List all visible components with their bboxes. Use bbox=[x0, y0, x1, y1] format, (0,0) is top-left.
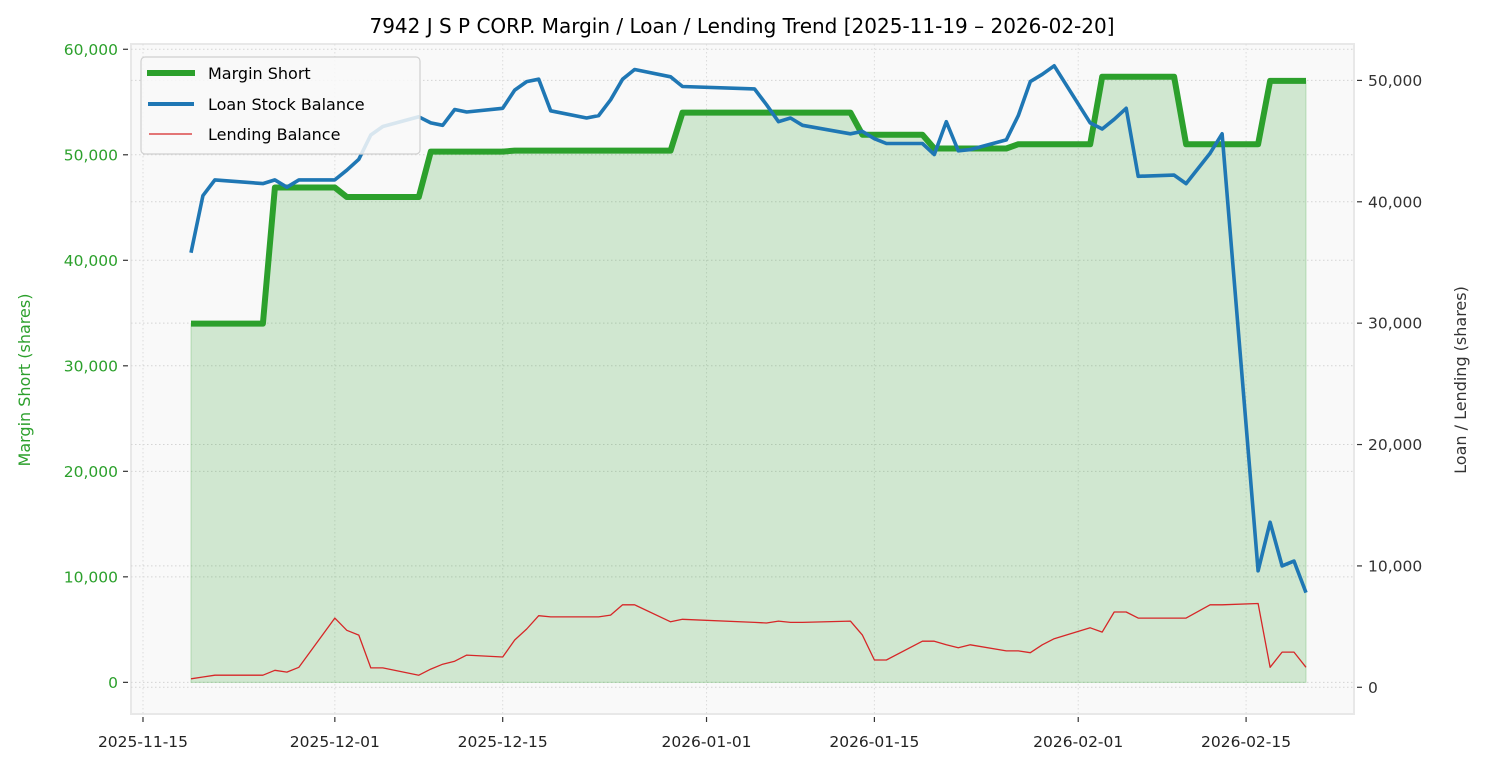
legend: Margin Short Loan Stock Balance Lending … bbox=[140, 56, 421, 155]
x-tick-label: 2025-12-01 bbox=[290, 733, 380, 751]
left-axis-label: Margin Short (shares) bbox=[15, 294, 34, 467]
legend-label-margin-short: Margin Short bbox=[208, 64, 311, 83]
loan-stock-balance-line-points bbox=[190, 65, 1307, 593]
chart-title: 7942 J S P CORP. Margin / Loan / Lending… bbox=[369, 14, 1114, 38]
right-axis: 0 10,000 20,000 30,000 40,000 50,000 bbox=[1357, 72, 1422, 697]
left-tick-label: 60,000 bbox=[64, 41, 118, 59]
x-tick-label: 2025-11-15 bbox=[98, 733, 188, 751]
legend-box bbox=[140, 56, 421, 155]
right-tick-label: 40,000 bbox=[1368, 193, 1422, 211]
left-tick-label: 30,000 bbox=[64, 357, 118, 375]
x-tick-label: 2026-01-01 bbox=[661, 733, 751, 751]
right-axis-label: Loan / Lending (shares) bbox=[1451, 286, 1470, 474]
left-axis: 0 10,000 20,000 30,000 40,000 50,000 60,000 bbox=[64, 41, 128, 692]
left-tick-label: 40,000 bbox=[64, 252, 118, 270]
lending-balance-line-points bbox=[190, 603, 1307, 679]
x-tick-label: 2026-02-15 bbox=[1201, 733, 1291, 751]
right-tick-label: 50,000 bbox=[1368, 72, 1422, 90]
right-tick-label: 30,000 bbox=[1368, 315, 1422, 333]
left-tick-label: 50,000 bbox=[64, 146, 118, 164]
x-tick-label: 2025-12-15 bbox=[458, 733, 548, 751]
plot-area bbox=[130, 43, 1355, 715]
left-tick-label: 0 bbox=[108, 674, 118, 692]
right-tick-label: 0 bbox=[1368, 679, 1378, 697]
x-tick-label: 2026-01-15 bbox=[829, 733, 919, 751]
x-axis: 2025-11-15 2025-12-01 2025-12-15 2026-01-01… bbox=[98, 717, 1291, 751]
lending-balance-line bbox=[190, 602, 1307, 680]
margin-short-line-points bbox=[190, 76, 1307, 324]
legend-label-loan-stock-balance: Loan Stock Balance bbox=[208, 95, 365, 114]
legend-label-lending-balance: Lending Balance bbox=[208, 125, 340, 144]
right-tick-label: 10,000 bbox=[1368, 557, 1422, 575]
x-tick-label: 2026-02-01 bbox=[1033, 733, 1123, 751]
left-tick-label: 20,000 bbox=[64, 463, 118, 481]
right-tick-label: 20,000 bbox=[1368, 436, 1422, 454]
left-tick-label: 10,000 bbox=[64, 568, 118, 586]
